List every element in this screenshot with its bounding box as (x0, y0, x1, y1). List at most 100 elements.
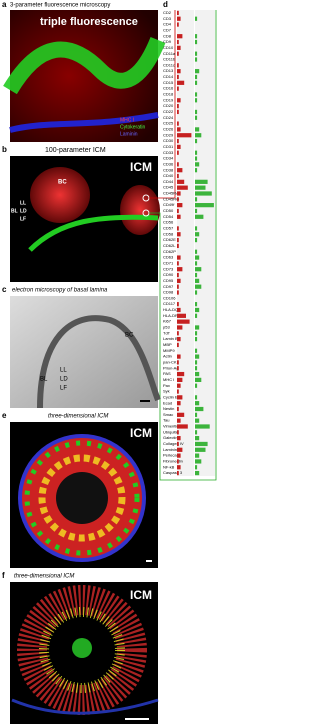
row-label: Ki67 (163, 319, 172, 324)
bar (195, 395, 198, 400)
bar (177, 226, 179, 231)
bar (195, 232, 200, 237)
stain (11, 698, 159, 715)
label: BL (11, 208, 18, 214)
panel-letter: f (2, 571, 5, 580)
bar (177, 389, 179, 394)
row-label: pan-CK (163, 359, 177, 364)
bar (177, 173, 179, 179)
row-label: CD40 (163, 173, 174, 178)
row-label: CD29 (163, 132, 174, 137)
bar (177, 278, 181, 283)
bar (177, 377, 183, 382)
bar (195, 290, 198, 295)
bar (195, 360, 198, 365)
row-label: CD117 (163, 301, 176, 306)
bar (177, 424, 188, 429)
bar (177, 63, 179, 68)
bar (177, 307, 181, 313)
row-label: CD34 (163, 156, 174, 161)
bar (177, 261, 179, 266)
row-label: Syk (163, 389, 170, 394)
bar (195, 191, 212, 196)
row-label: CD45 (163, 185, 174, 190)
row-label: CD11a (163, 51, 176, 56)
bar (177, 162, 179, 167)
bar (177, 185, 188, 190)
bar (195, 162, 200, 167)
bar (177, 98, 181, 103)
bar (177, 197, 179, 202)
label: LF (20, 216, 26, 222)
bar (195, 371, 200, 377)
panel-title: electron microscopy of basal lamina (12, 288, 108, 294)
scale-bar (125, 718, 149, 720)
row-label: CD26 (163, 126, 174, 131)
bar (195, 39, 198, 45)
micrograph (10, 296, 158, 408)
bar (177, 22, 179, 27)
stain (120, 185, 160, 235)
bar (177, 69, 181, 74)
row-label: CD9 (163, 39, 172, 44)
bar (195, 430, 198, 435)
bar (177, 127, 181, 132)
panel-title: 100-parameter ICM (45, 147, 106, 154)
scale-bar (146, 560, 152, 562)
panel-letter: e (2, 411, 7, 420)
bar (195, 453, 200, 458)
bar (195, 197, 198, 202)
row-label: CD44 (163, 179, 174, 184)
label: LF (60, 386, 67, 392)
bar (195, 377, 202, 382)
row-label: Smac (163, 412, 173, 417)
bar (195, 185, 206, 190)
row-label: CD36 (163, 161, 174, 166)
row-label: CD45RA (163, 191, 179, 196)
row-label: Ecad (163, 400, 172, 405)
bar (195, 255, 200, 260)
row-label: Actin (163, 354, 172, 359)
stain (24, 440, 140, 556)
row-label: NF-kB (163, 464, 175, 469)
bar (195, 436, 200, 441)
bar (195, 302, 198, 307)
column (195, 10, 215, 476)
bar (195, 278, 200, 283)
bar (177, 203, 183, 208)
row-label: CD58 (163, 231, 174, 236)
bar (177, 395, 183, 400)
bar (177, 10, 179, 16)
bar (177, 284, 179, 289)
row-label: Galectin (163, 435, 178, 440)
bar (177, 412, 185, 417)
bar (195, 69, 200, 74)
row-label: CD54 (163, 214, 174, 219)
bar (177, 342, 179, 348)
bar (195, 470, 200, 476)
row-label: CD7 (163, 27, 172, 32)
column (177, 10, 194, 476)
marker-table: CD2CD3CD4CD7CD8CD9CD10CD11aCD11bCD11cCD1… (163, 10, 215, 476)
bar (195, 98, 198, 103)
row-label: CD11c (163, 62, 175, 67)
row-label: CD14 (163, 74, 174, 79)
row-label: CD16 (163, 86, 174, 91)
bar (195, 307, 200, 313)
bar (177, 34, 183, 39)
bar (195, 348, 198, 353)
bar (177, 418, 181, 423)
row-label: CD45RO (163, 196, 179, 201)
bar (177, 237, 179, 243)
bar (177, 302, 179, 307)
bar (177, 16, 181, 21)
row-label: CD31 (163, 144, 174, 149)
row-label: MHC I (163, 377, 174, 382)
row-label: CD11b (163, 57, 176, 62)
bar (177, 232, 181, 237)
row-label: Pax (163, 383, 170, 388)
bar (195, 284, 202, 289)
bar (177, 465, 181, 470)
connector (149, 10, 217, 481)
row-label: PAS (163, 371, 171, 376)
